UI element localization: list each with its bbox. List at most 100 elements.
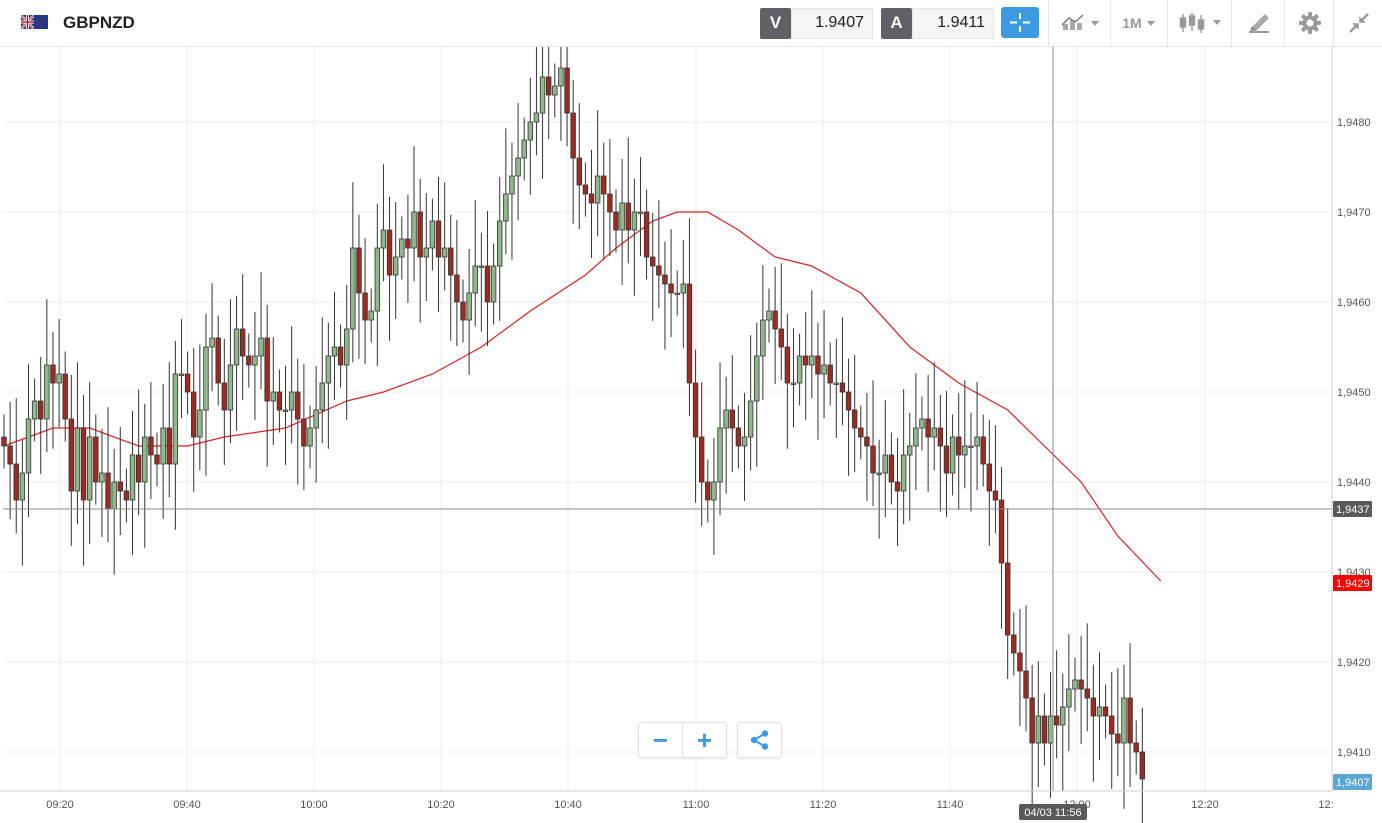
candle [539, 47, 546, 179]
candle-body [429, 220, 436, 249]
candle [460, 279, 466, 343]
candle-body [44, 364, 50, 420]
candle-body [888, 454, 895, 483]
candle-body [821, 364, 827, 375]
candle-body [417, 211, 423, 258]
symbol-title: GBPNZD [63, 13, 135, 32]
candle [1060, 673, 1066, 791]
chart-type-button[interactable] [1048, 0, 1111, 46]
settings-button[interactable] [1284, 0, 1334, 46]
candle-body [490, 265, 497, 303]
candle [1096, 652, 1103, 761]
bid-quote[interactable]: V 1.9407 [760, 6, 873, 40]
candle [607, 139, 613, 257]
x-tick-label: 10:40 [554, 799, 582, 811]
timeframe-dropdown[interactable]: 1M [1110, 0, 1168, 46]
candle-body [484, 265, 491, 303]
candle [919, 396, 925, 451]
candle [545, 47, 552, 140]
candle-body [784, 346, 791, 384]
candle [576, 103, 582, 230]
timeframe-label: 1M [1122, 15, 1142, 31]
candle [1, 414, 7, 469]
candle [99, 428, 105, 537]
candle-body [998, 499, 1005, 564]
zoom-in-button[interactable]: + [682, 723, 726, 757]
candle-body [1139, 751, 1146, 780]
candle-body [772, 310, 778, 330]
candle [747, 335, 754, 471]
crosshair-price-label: 1,9437 [1333, 501, 1372, 517]
toolbar: GBPNZD V 1.9407 A 1.9411 1M [0, 0, 1382, 47]
candle [472, 200, 478, 327]
price-chart[interactable]: 1,94101,94201,94301,94401,94501,94601,94… [0, 47, 1382, 823]
candle-body [368, 310, 374, 321]
candle-body [1096, 706, 1103, 717]
candle-body [166, 427, 172, 465]
candle [594, 110, 601, 237]
zoom-out-button[interactable]: − [652, 724, 669, 755]
candle [558, 47, 564, 141]
candle [239, 274, 246, 401]
crosshair-button[interactable] [1001, 7, 1039, 38]
share-icon [750, 730, 768, 750]
gear-icon [1298, 12, 1321, 34]
candle-style-button[interactable] [1167, 0, 1232, 46]
candle [851, 355, 858, 473]
collapse-button[interactable] [1333, 0, 1382, 46]
candle [392, 202, 399, 320]
candle [882, 400, 888, 518]
candle [1035, 661, 1041, 788]
candle [478, 232, 485, 332]
candle-body [1127, 697, 1133, 744]
drawing-tools-button[interactable] [1231, 0, 1285, 46]
candle-body [172, 373, 179, 465]
candle-body [105, 472, 111, 510]
candle [521, 117, 527, 181]
candle [1053, 650, 1060, 759]
ask-value: 1.9411 [912, 7, 994, 39]
candle-body [827, 364, 833, 384]
candle-body [766, 310, 772, 321]
zoom-controls: − + [638, 722, 727, 758]
candle-body [986, 463, 993, 492]
candle-body [809, 355, 815, 366]
candle [374, 203, 381, 366]
candle-body [1017, 652, 1023, 672]
candle [490, 243, 497, 325]
candle [350, 182, 356, 363]
candle [288, 326, 295, 444]
candle-body [545, 76, 552, 96]
candle-body [613, 211, 619, 231]
candle [821, 310, 827, 419]
bid-value: 1.9407 [791, 7, 873, 39]
candle [790, 328, 797, 428]
candle [986, 419, 993, 546]
candle [368, 288, 374, 343]
candle [582, 162, 589, 217]
candle [809, 290, 815, 399]
y-tick-label: 1,9410 [1337, 747, 1371, 759]
share-button[interactable] [738, 723, 781, 757]
x-tick-label: 10:20 [427, 799, 455, 811]
candle [754, 322, 760, 467]
candle-body [552, 85, 558, 96]
candle [735, 405, 742, 469]
candle [815, 322, 821, 440]
candle [258, 272, 264, 390]
candle [760, 265, 766, 401]
candle [1139, 707, 1146, 823]
candle [980, 414, 986, 487]
candle-body [117, 481, 123, 492]
candle-body [698, 436, 705, 483]
candle-body [325, 355, 332, 384]
candle-body [123, 490, 130, 501]
ask-quote[interactable]: A 1.9411 [881, 6, 994, 40]
x-tick-label: 10:00 [300, 799, 328, 811]
candle [233, 295, 240, 431]
candle-body [154, 454, 160, 465]
candle [894, 437, 901, 546]
candle [888, 432, 895, 505]
candle-body [111, 481, 117, 510]
candle [484, 211, 491, 347]
